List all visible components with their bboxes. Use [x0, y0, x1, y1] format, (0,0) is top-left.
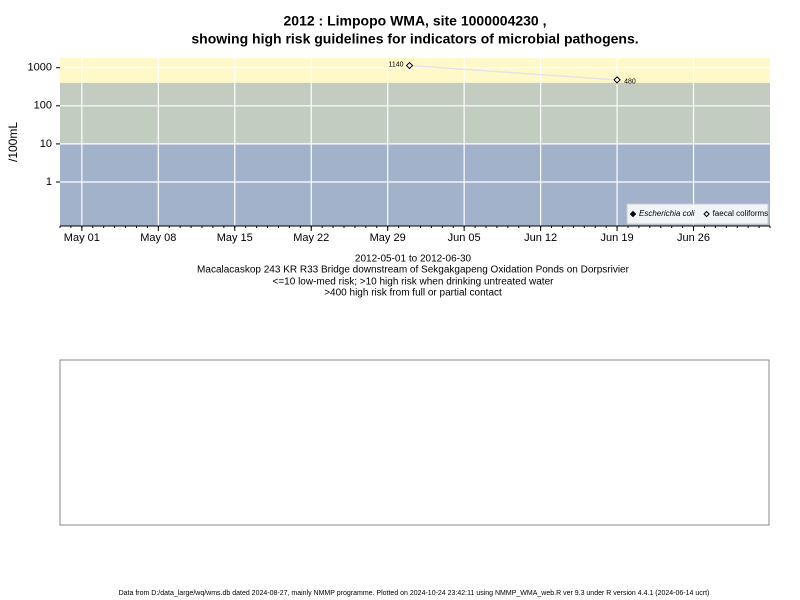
x-tick-label: May 08	[140, 232, 176, 244]
footer: Data from D:/data_large/wq/wms.db dated …	[119, 590, 710, 597]
legend-marker	[629, 210, 637, 218]
annotation: Macalacaskop 243 KR R33 Bridge downstrea…	[197, 265, 630, 276]
annotation: 2012-05-01 to 2012-06-30	[355, 254, 472, 265]
chart-title: 2012 : Limpopo WMA, site 1000004230 ,	[284, 13, 547, 29]
y-axis-label: /100mL	[6, 122, 20, 162]
x-tick-label: Jun 26	[677, 232, 710, 244]
y-tick-label: 10	[40, 138, 52, 150]
x-tick-label: Jun 05	[448, 232, 481, 244]
y-tick-label: 1	[46, 176, 52, 188]
x-tick-label: May 01	[64, 232, 100, 244]
x-tick-label: May 22	[293, 232, 329, 244]
risk-band	[60, 58, 770, 83]
data-point	[405, 61, 414, 70]
annotation: >400 high risk from full or partial cont…	[324, 288, 502, 299]
legend-label: faecal coliforms	[713, 209, 769, 218]
data-label: 1140	[388, 61, 403, 68]
data-label: 480	[624, 79, 636, 86]
x-tick-label: May 29	[370, 232, 406, 244]
legend-box	[626, 203, 769, 225]
legend-marker	[703, 210, 710, 218]
annotation: <=10 low-med risk; >10 high risk when dr…	[273, 277, 555, 288]
chart-title: showing high risk guidelines for indicat…	[191, 31, 638, 47]
legend-label: Escherichia coli	[639, 209, 695, 218]
series-line	[409, 64, 618, 81]
risk-band	[60, 82, 770, 144]
empty-panel	[59, 359, 770, 526]
y-tick-label: 100	[34, 100, 52, 112]
x-tick-label: Jun 12	[524, 232, 557, 244]
x-tick-label: May 15	[217, 232, 253, 244]
x-tick-label: Jun 19	[601, 232, 634, 244]
y-tick-label: 1000	[28, 62, 52, 74]
data-point	[613, 76, 621, 84]
